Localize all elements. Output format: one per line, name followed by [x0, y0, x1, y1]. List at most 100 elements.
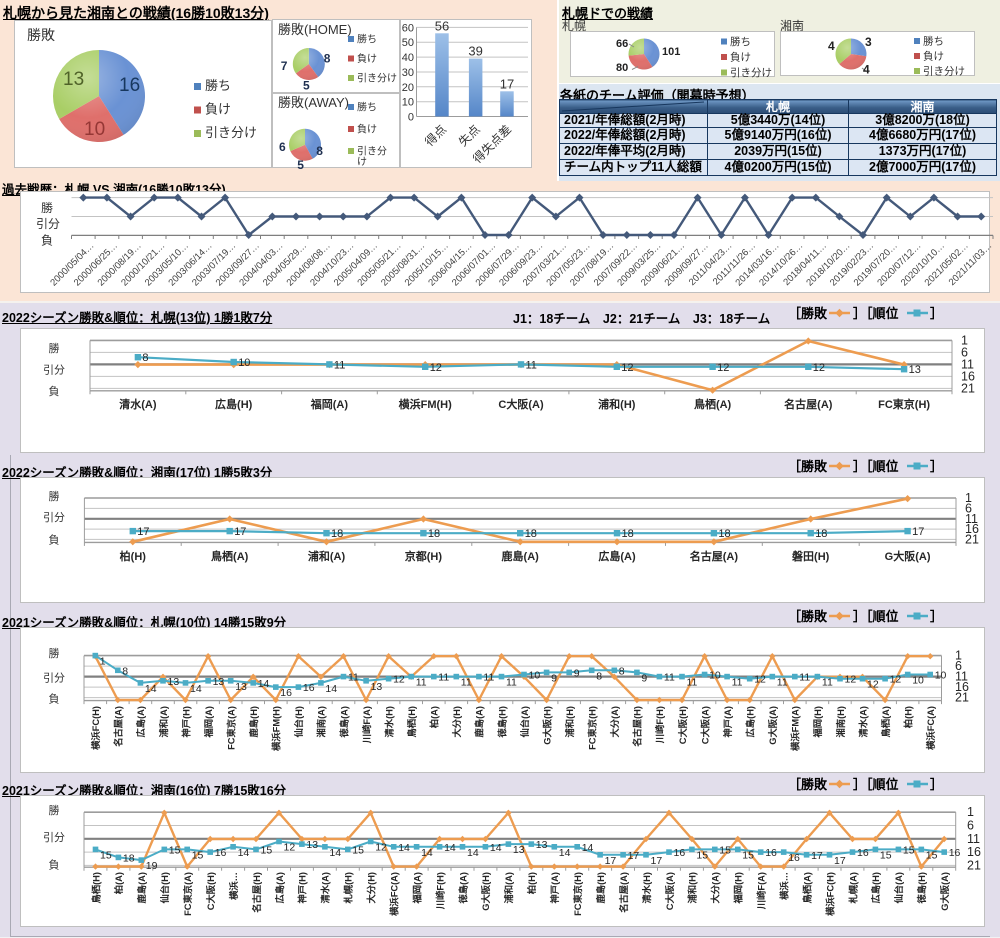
svg-text:56: 56 [435, 18, 449, 33]
svg-text:仙台(H): 仙台(H) [293, 706, 304, 738]
svg-text:勝: 勝 [49, 341, 60, 355]
svg-text:18: 18 [622, 528, 634, 540]
svg-text:C大阪(A): C大阪(A) [498, 397, 544, 411]
svg-text:6: 6 [967, 819, 974, 833]
svg-text:4: 4 [863, 63, 870, 77]
svg-text:清水(H): 清水(H) [383, 706, 394, 738]
svg-text:11: 11 [664, 672, 675, 684]
svg-text:勝敗(HOME): 勝敗(HOME) [278, 22, 352, 37]
svg-text:14: 14 [444, 842, 456, 854]
svg-text:15: 15 [352, 844, 364, 856]
svg-text:引き分け: 引き分け [357, 73, 397, 85]
svg-text:11: 11 [799, 672, 810, 684]
svg-text:10: 10 [402, 97, 414, 109]
svg-text:負け: 負け [357, 124, 377, 136]
svg-text:16: 16 [280, 687, 292, 699]
svg-text:16: 16 [955, 680, 969, 694]
svg-text:11: 11 [461, 677, 472, 689]
svg-text:8: 8 [324, 52, 331, 66]
svg-text:徳島(A): 徳島(A) [338, 706, 349, 739]
svg-text:18: 18 [428, 528, 440, 540]
svg-text:鳥栖(A): 鳥栖(A) [211, 549, 249, 563]
svg-text:13: 13 [909, 364, 921, 376]
svg-text:G大阪(H): G大阪(H) [541, 706, 552, 745]
svg-text:湘南(A): 湘南(A) [316, 706, 327, 738]
svg-text:15: 15 [192, 849, 204, 861]
svg-text:16: 16 [965, 522, 979, 536]
svg-text:12: 12 [717, 362, 729, 374]
svg-text:15: 15 [696, 849, 708, 861]
svg-text:21: 21 [961, 381, 975, 395]
svg-text:14: 14 [325, 683, 337, 695]
svg-text:大分(H): 大分(H) [366, 872, 377, 904]
svg-text:15: 15 [903, 844, 915, 856]
svg-text:21: 21 [967, 858, 981, 872]
svg-text:浦和(A): 浦和(A) [503, 872, 514, 904]
svg-text:［勝敗: ［勝敗 [788, 777, 828, 792]
svg-text:17: 17 [811, 850, 823, 862]
svg-text:］: ］ [930, 459, 943, 474]
svg-text:1: 1 [955, 649, 962, 663]
svg-text:C大阪(A): C大阪(A) [699, 706, 710, 744]
svg-text:柏(A): 柏(A) [113, 872, 124, 894]
svg-text:11: 11 [967, 832, 980, 846]
svg-text:横浜FC(A): 横浜FC(A) [925, 706, 936, 750]
svg-text:9: 9 [551, 672, 557, 684]
svg-text:17: 17 [651, 855, 663, 867]
svg-text:］［順位: ］［順位 [853, 609, 899, 624]
svg-text:13: 13 [371, 681, 383, 693]
svg-text:14: 14 [398, 842, 410, 854]
svg-text:17: 17 [234, 526, 246, 538]
svg-text:負: 負 [49, 859, 60, 872]
svg-text:神戸(A): 神戸(A) [722, 706, 733, 738]
svg-text:14: 14 [559, 847, 571, 859]
svg-text:14: 14 [421, 847, 433, 859]
svg-text:11: 11 [348, 672, 359, 684]
svg-text:17: 17 [605, 855, 617, 867]
svg-text:15: 15 [169, 844, 181, 856]
svg-text:横浜FC(H): 横浜FC(H) [90, 706, 101, 750]
svg-text:］［順位: ］［順位 [853, 777, 899, 792]
svg-text:名古屋(A): 名古屋(A) [784, 397, 833, 411]
svg-text:12: 12 [845, 674, 857, 686]
svg-text:15: 15 [880, 849, 892, 861]
svg-text:15: 15 [719, 844, 731, 856]
svg-text:14: 14 [258, 678, 270, 690]
svg-text:広島(H): 広島(H) [745, 706, 756, 738]
svg-text:京都(H): 京都(H) [405, 549, 443, 563]
svg-text:勝ち: 勝ち [205, 78, 231, 93]
svg-text:21: 21 [965, 532, 979, 546]
svg-text:鹿島(A): 鹿島(A) [474, 706, 485, 739]
svg-text:11: 11 [483, 672, 494, 684]
svg-text:］: ］ [930, 777, 943, 792]
svg-text:名古屋(A): 名古屋(A) [690, 549, 739, 563]
svg-text:66: 66 [616, 38, 628, 50]
svg-text:浦和(H): 浦和(H) [598, 397, 636, 411]
svg-text:12: 12 [393, 674, 405, 686]
svg-text:横浜FM(H): 横浜FM(H) [271, 706, 282, 751]
svg-text:80: 80 [616, 62, 628, 74]
svg-text:横浜FC(H): 横浜FC(H) [824, 872, 835, 916]
svg-text:浦和(H): 浦和(H) [687, 872, 698, 904]
svg-text:11: 11 [506, 677, 517, 689]
svg-text:札幌(H): 札幌(H) [343, 872, 354, 905]
svg-text:3: 3 [865, 35, 872, 49]
svg-text:8: 8 [122, 665, 128, 677]
svg-text:［勝敗: ［勝敗 [788, 609, 828, 624]
svg-text:9: 9 [641, 672, 647, 684]
svg-text:1: 1 [965, 491, 972, 505]
svg-text:6: 6 [279, 140, 286, 154]
svg-text:8: 8 [142, 352, 148, 364]
svg-text:17: 17 [912, 526, 924, 538]
svg-text:鹿島(H): 鹿島(H) [248, 706, 259, 739]
svg-text:12: 12 [430, 362, 442, 374]
svg-text:8: 8 [596, 670, 602, 682]
svg-text:広島(A): 広島(A) [135, 706, 146, 738]
svg-text:神戸(H): 神戸(H) [297, 872, 308, 904]
svg-text:11: 11 [687, 677, 698, 689]
svg-text:引分: 引分 [43, 363, 65, 377]
svg-text:30: 30 [402, 67, 414, 79]
svg-text:11: 11 [334, 359, 345, 371]
svg-text:鳥栖(H): 鳥栖(H) [90, 872, 101, 904]
svg-text:14: 14 [490, 842, 502, 854]
